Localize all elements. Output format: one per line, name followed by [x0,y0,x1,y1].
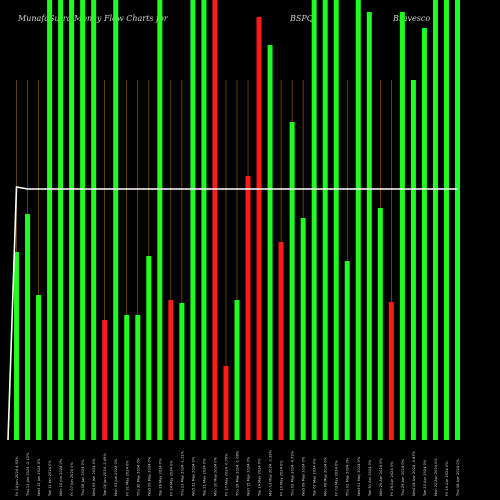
x-tick-label: Tue 30 Apr 2024 0% [368,459,372,497]
money-flow-bar [69,0,75,440]
x-tick-label: Mon 06 May 2024 0% [324,456,328,496]
x-tick-label: Thu 16 May 2024 -1.08% [236,450,240,497]
money-flow-bar [289,122,295,440]
money-flow-bar [234,300,240,440]
money-flow-bar [146,256,152,440]
money-flow-bar [47,0,53,440]
x-tick-label: Fri 03 May 2024 0% [335,460,339,496]
x-tick-label: Wed 29 May 2024 0% [147,456,151,496]
chart-company: Bravesco [393,14,431,23]
money-flow-bar [311,0,317,440]
price-line [7,186,458,441]
money-flow-bar [344,261,350,440]
x-tick-label: Tue 04 Jun 2024 -2.49% [103,453,107,497]
x-tick-label: Fri 24 May 2024 0% [169,460,173,496]
x-tick-label: Mon 29 Apr 2024 0% [379,458,383,496]
money-flow-bar [80,0,86,440]
money-flow-bar [443,0,449,440]
money-flow-bar [212,0,218,440]
money-flow-bar [256,17,262,440]
money-flow-bar [91,0,97,440]
x-tick-label: Tue 07 May 2024 0% [313,458,317,497]
x-tick-label: Fri 17 May 2024 -0.79% [224,453,228,496]
money-flow-bar [113,0,119,440]
money-flow-bar [432,0,438,440]
money-flow-bar [58,0,64,440]
money-flow-bar [168,300,174,440]
money-flow-bar [333,0,339,440]
money-flow-bar [124,315,130,440]
x-tick-label: Mon 10 Jun 2024 0% [59,458,63,496]
x-tick-label: Fri 26 Apr 2024 0% [390,461,394,496]
money-flow-bar [421,28,427,440]
x-tick-label: Tue 21 May 2024 0% [202,458,206,497]
money-flow-bar [388,302,394,440]
money-flow-bar [157,0,163,440]
x-tick-label: Mon 22 Apr 2024 0% [434,458,438,496]
x-tick-label: Wed 24 Apr 2024 -0.67% [412,450,416,496]
x-tick-label: Thu 18 Apr 2024 0% [456,458,460,497]
money-flow-bar [300,218,306,440]
x-tick-label: Mon 20 May 2024 0% [213,456,217,496]
money-flow-bar [410,80,416,440]
money-flow-bar [223,366,229,440]
money-flow-bar [135,315,141,440]
x-tick-label: Mon 13 May 2024 -2.39% [269,449,273,496]
x-tick-label: Wed 22 May 2024 0% [191,456,195,496]
money-flow-bar [267,45,273,440]
x-tick-label: Thu 13 Jun 2024 -2.13% [26,452,30,497]
x-tick-label: Tue 14 May 2024 0% [258,458,262,497]
money-flow-bar [102,320,108,440]
x-tick-label: Wed 15 May 2024 0% [247,456,251,496]
x-tick-label: Fri 07 Jun 2024 0% [70,462,74,496]
x-tick-label: Wed 01 May 2024 0% [357,456,361,496]
x-tick-label: Thu 02 May 2024 0% [346,457,350,497]
x-tick-label: Fri 10 May 2024 0% [280,460,284,496]
chart-symbol: BSPQ [290,14,314,23]
x-tick-label: Fri 19 Apr 2024 0% [445,461,449,496]
x-tick-label: Wed 08 May 2024 0% [302,456,306,496]
x-tick-label: Thu 09 May 2024 -0.72% [291,450,295,497]
money-flow-bar [322,0,328,440]
x-tick-label: Wed 05 Jun 2024 0% [92,458,96,496]
x-tick-label: Tue 11 Jun 2024 0% [48,460,52,497]
money-flow-bar [201,0,207,440]
money-flow-bar [377,208,383,440]
x-tick-label: Fri 31 May 2024 0% [125,460,129,496]
money-flow-bar [454,0,460,440]
money-flow-bar [366,12,372,440]
x-tick-label: Thu 25 Apr 2024 0% [401,458,405,497]
money-flow-bar [14,252,20,440]
money-flow-bar [278,242,284,440]
x-tick-label: Tue 23 Apr 2024 0% [423,459,427,497]
x-tick-label: Thu 23 May 2024 -1.21% [180,450,184,497]
x-tick-label: Tue 28 May 2024 0% [158,458,162,497]
money-flow-bar [245,176,251,440]
x-tick-label: Wed 12 Jun 2024 0% [37,458,41,496]
x-tick-label: Mon 03 Jun 2024 0% [114,458,118,496]
money-flow-bar [179,303,185,440]
money-flow-bar [355,0,361,440]
x-tick-label: Thu 06 Jun 2024 0% [81,459,85,497]
money-flow-bar [36,295,42,440]
money-flow-bar [25,214,31,440]
money-flow-bar [399,12,405,440]
x-tick-label: Thu 30 May 2024 0% [136,457,140,497]
money-flow-bar [190,0,196,440]
x-tick-label: Fri 14 Jun 2024 4.93% [15,456,19,496]
